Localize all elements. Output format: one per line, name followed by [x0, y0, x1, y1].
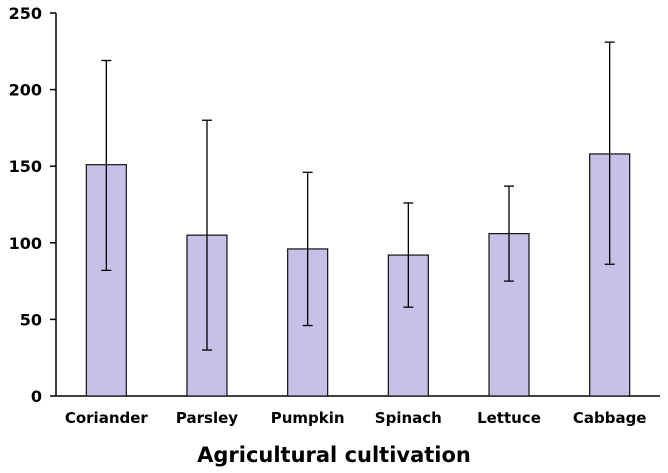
y-tick-label: 200: [9, 81, 42, 100]
y-tick-label: 250: [9, 4, 42, 23]
y-tick-label: 100: [9, 234, 42, 253]
category-labels: Coriander Parsley Pumpkin Spinach Lettuce Cab…: [65, 409, 647, 427]
category-label: Spinach: [375, 409, 442, 427]
y-tick-label: 0: [31, 387, 42, 406]
category-label: Cabbage: [573, 409, 647, 427]
bar: [387, 254, 429, 397]
category-label: Lettuce: [477, 409, 541, 427]
y-ticks: 0 50 100 150 200 250: [9, 4, 56, 406]
category-label: Coriander: [65, 409, 149, 427]
y-tick-label: 150: [9, 157, 42, 176]
x-axis-title: Agricultural cultivation: [197, 443, 471, 467]
category-label: Pumpkin: [271, 409, 345, 427]
bars: [85, 153, 631, 397]
error-bars: [101, 41, 615, 351]
category-label: Parsley: [176, 409, 238, 427]
y-tick-label: 50: [20, 310, 42, 329]
